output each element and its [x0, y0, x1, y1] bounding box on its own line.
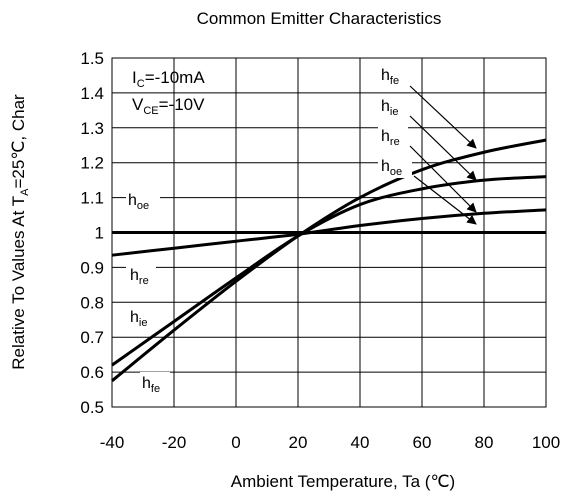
right-series-labels: hfe hie hre hoe	[378, 64, 412, 178]
y-tick-label: 1.3	[80, 119, 104, 138]
x-tick-label: 60	[413, 433, 432, 452]
label-hfe-right: hfe	[381, 67, 399, 87]
label-hfe-left: hfe	[142, 375, 160, 395]
chart-title: Common Emitter Characteristics	[197, 9, 442, 28]
x-tick-label: 20	[289, 433, 308, 452]
arrow-hie	[409, 115, 477, 181]
series-line-hre	[111, 208, 547, 257]
series-lines	[111, 138, 547, 382]
x-tick-labels: -40 -20 0 20 40 60 80 100	[100, 433, 560, 452]
x-tick-label: 100	[532, 433, 560, 452]
y-tick-label: 1.5	[80, 49, 104, 68]
y-tick-label: 0.8	[80, 293, 104, 312]
y-tick-label: 0.6	[80, 363, 104, 382]
y-tick-labels: 0.5 0.6 0.7 0.8 0.9 1 1.1 1.2 1.3 1.4 1.5	[80, 49, 104, 417]
x-tick-label: 0	[231, 433, 240, 452]
x-tick-label: 40	[351, 433, 370, 452]
series-line-hfe	[111, 138, 547, 382]
y-tick-label: 0.9	[80, 258, 104, 277]
x-tick-label: -20	[162, 433, 187, 452]
condition-vce: VCE=-10V	[132, 95, 205, 117]
label-hie-right: hie	[381, 98, 398, 118]
label-arrows	[409, 85, 477, 225]
label-hre-left: hre	[130, 267, 149, 287]
x-tick-label: 80	[475, 433, 494, 452]
y-tick-label: 1.1	[80, 189, 104, 208]
series-line-hie	[111, 175, 547, 367]
y-tick-label: 1	[95, 224, 104, 243]
y-tick-label: 0.5	[80, 398, 104, 417]
y-tick-label: 1.4	[80, 84, 104, 103]
y-tick-label: 1.2	[80, 154, 104, 173]
left-series-labels: hoe hre hie hfe	[126, 189, 170, 395]
label-hie-left: hie	[130, 309, 147, 329]
x-axis-label: Ambient Temperature, Ta (℃)	[231, 472, 455, 491]
label-hre-right: hre	[381, 128, 400, 148]
y-axis-label: Relative To Values At TA=25℃, Char	[9, 94, 31, 370]
condition-ic: IC=-10mA	[132, 68, 205, 90]
arrow-hre	[409, 145, 477, 213]
x-tick-label: -40	[100, 433, 125, 452]
label-hoe-right: hoe	[381, 158, 402, 178]
label-hoe-left: hoe	[128, 192, 149, 212]
arrow-hoe	[413, 175, 477, 225]
y-tick-label: 0.7	[80, 328, 104, 347]
arrow-hfe	[409, 85, 477, 149]
